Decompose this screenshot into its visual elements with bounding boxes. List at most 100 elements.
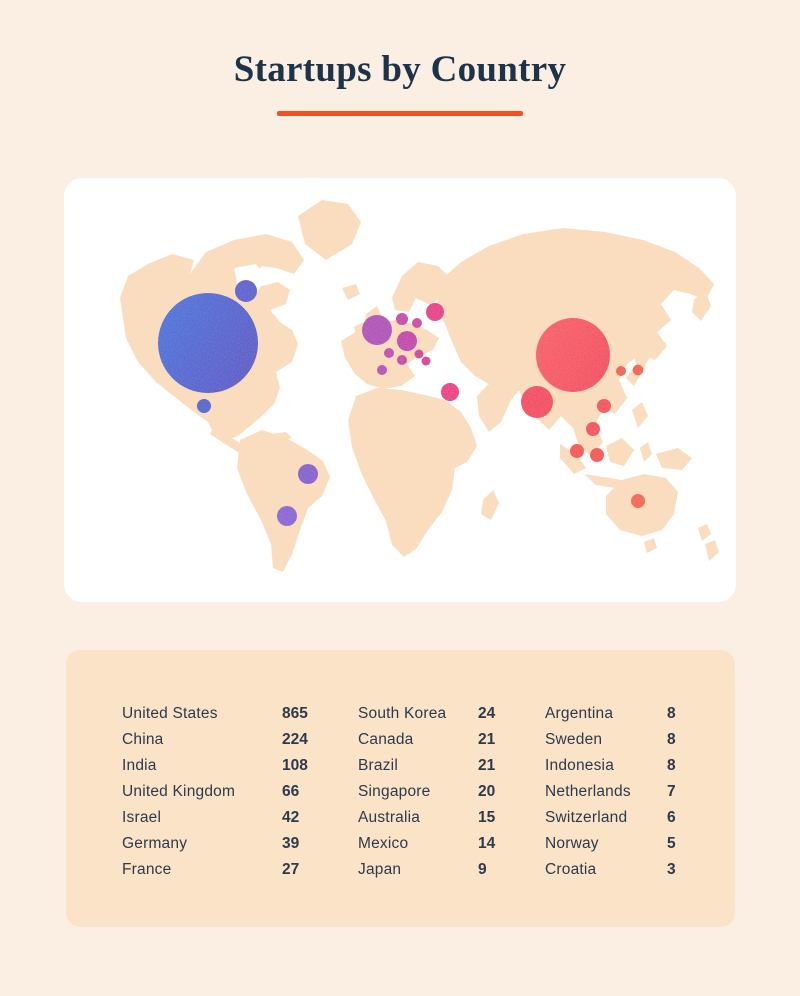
- landmass-iceland: [342, 284, 360, 300]
- bubble-united-kingdom: [362, 315, 392, 345]
- landmass-new-zealand-north: [698, 524, 711, 541]
- table-column: United States 865 China 224 India 108 United K…: [122, 701, 308, 883]
- table-row: United Kingdom 66: [122, 779, 308, 805]
- table-row: India 108: [122, 753, 308, 779]
- landmass-scandinavia: [392, 262, 451, 312]
- bubble-canada: [235, 280, 257, 302]
- table-row: Netherlands 7: [545, 779, 676, 805]
- bubble-mexico: [197, 399, 211, 413]
- landmass-madagascar: [481, 490, 499, 520]
- bubble-denmark-area: [412, 318, 422, 328]
- country-name: Croatia: [545, 861, 597, 878]
- bubble-south-korea: [616, 366, 626, 376]
- country-value: 9: [478, 861, 487, 878]
- country-value: 39: [282, 835, 300, 852]
- startup-table-card: United States 865 China 224 India 108 United K…: [66, 650, 735, 927]
- country-name: United States: [122, 705, 218, 722]
- table-row: France 27: [122, 857, 308, 883]
- table-row: Israel 42: [122, 805, 308, 831]
- country-name: Japan: [358, 861, 402, 878]
- bubble-brazil: [298, 464, 318, 484]
- landmass-sumatra: [560, 444, 586, 474]
- country-name: Indonesia: [545, 757, 615, 774]
- table-row: Switzerland 6: [545, 805, 676, 831]
- table-row: Croatia 3: [545, 857, 676, 883]
- table-row: Mexico 14: [358, 831, 495, 857]
- table-row: United States 865: [122, 701, 308, 727]
- country-name: Israel: [122, 809, 162, 826]
- country-name: Netherlands: [545, 783, 631, 800]
- country-value: 24: [478, 705, 496, 722]
- country-name: United Kingdom: [122, 783, 236, 800]
- table-row: Singapore 20: [358, 779, 495, 805]
- country-value: 6: [667, 809, 676, 826]
- country-name: Australia: [358, 809, 421, 826]
- bubble-france: [384, 348, 394, 358]
- table-row: Canada 21: [358, 727, 495, 753]
- bubble-netherlands-area: [414, 349, 424, 359]
- bubble-switzerland: [397, 355, 407, 365]
- country-value: 3: [667, 861, 676, 878]
- bubble-germany: [397, 331, 417, 351]
- landmass-japan: [626, 342, 650, 386]
- table-row: South Korea 24: [358, 701, 495, 727]
- table-row: China 224: [122, 727, 308, 753]
- bubble-argentina: [277, 506, 297, 526]
- landmass-south-america: [237, 430, 330, 572]
- table-row: Indonesia 8: [545, 753, 676, 779]
- country-value: 8: [667, 705, 676, 722]
- bubble-india: [521, 386, 553, 418]
- landmass-greenland: [298, 200, 361, 260]
- country-value: 865: [282, 705, 308, 722]
- country-value: 66: [282, 783, 300, 800]
- bubble-united-states: [158, 293, 258, 393]
- country-value: 8: [667, 731, 676, 748]
- landmass-sulawesi: [640, 442, 652, 462]
- country-value: 5: [667, 835, 676, 852]
- table-row: Brazil 21: [358, 753, 495, 779]
- country-name: Brazil: [358, 757, 398, 774]
- bubble-china: [536, 318, 610, 392]
- table-column: Argentina 8 Sweden 8 Indonesia 8 Netherlands 7 S…: [545, 701, 676, 883]
- country-value: 8: [667, 757, 676, 774]
- bubble-taiwan-area: [597, 399, 611, 413]
- landmass-new-guinea: [656, 448, 692, 470]
- page-title: Startups by Country: [233, 49, 567, 90]
- country-name: Singapore: [358, 783, 431, 800]
- country-name: Switzerland: [545, 809, 628, 826]
- bubble-israel: [441, 383, 459, 401]
- landmass-philippines: [632, 402, 648, 428]
- country-name: Argentina: [545, 705, 614, 722]
- country-value: 42: [282, 809, 300, 826]
- table-row: Germany 39: [122, 831, 308, 857]
- bubble-singapore: [570, 444, 584, 458]
- country-name: Mexico: [358, 835, 409, 852]
- country-value: 108: [282, 757, 308, 774]
- bubble-norway: [396, 313, 408, 325]
- landmass-africa: [348, 388, 477, 557]
- title-divider: [277, 111, 523, 116]
- bubble-europe-sw-dot: [377, 365, 387, 375]
- country-name: South Korea: [358, 705, 447, 722]
- bubble-australia: [631, 494, 645, 508]
- country-value: 21: [478, 731, 496, 748]
- country-name: Sweden: [545, 731, 603, 748]
- country-value: 27: [282, 861, 300, 878]
- country-name: Canada: [358, 731, 414, 748]
- country-value: 7: [667, 783, 676, 800]
- country-value: 224: [282, 731, 308, 748]
- bubble-thailand-area: [586, 422, 600, 436]
- table-row: Japan 9: [358, 857, 495, 883]
- country-name: Norway: [545, 835, 599, 852]
- country-value: 14: [478, 835, 496, 852]
- bubble-sweden: [426, 303, 444, 321]
- world-map-card: [64, 178, 736, 602]
- country-value: 15: [478, 809, 496, 826]
- landmass-java: [584, 474, 626, 489]
- world-bubble-map: [120, 200, 719, 572]
- landmass-new-zealand-south: [705, 540, 719, 561]
- bubble-indonesia: [590, 448, 604, 462]
- landmass-borneo: [606, 438, 634, 466]
- landmass-tasmania: [644, 538, 657, 553]
